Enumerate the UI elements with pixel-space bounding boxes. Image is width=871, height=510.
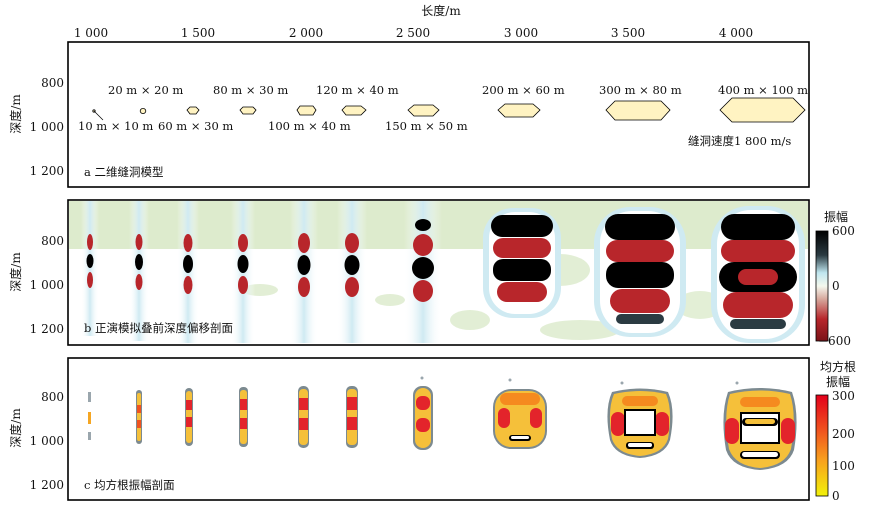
reflection-column bbox=[337, 201, 367, 343]
cave-label: 120 m × 40 m bbox=[316, 83, 399, 97]
y-axis-title-a: 深度/m bbox=[8, 94, 23, 134]
cave-150x50 bbox=[407, 104, 440, 117]
rms-anomaly bbox=[88, 392, 91, 440]
panel-b-frame bbox=[67, 199, 810, 346]
reflection-column bbox=[290, 201, 318, 343]
reflection-column bbox=[177, 201, 199, 343]
reflection-column bbox=[231, 201, 255, 343]
large-cave-reflection-200x60 bbox=[483, 208, 561, 318]
cave-label: 200 m × 60 m bbox=[482, 83, 565, 97]
colorbar-c bbox=[815, 394, 829, 497]
x-tick-label: 4 000 bbox=[719, 26, 753, 40]
cave-label: 60 m × 30 m bbox=[158, 119, 233, 133]
x-tick-label: 2 000 bbox=[289, 26, 323, 40]
colorbar-c-tick: 300 bbox=[832, 389, 855, 403]
colorbar-c-title-line1: 均方根 bbox=[820, 359, 856, 374]
cave-200x60 bbox=[497, 103, 541, 118]
x-tick-label: 3 500 bbox=[611, 26, 645, 40]
panel-a-caption: a 二维缝洞模型 bbox=[84, 165, 164, 179]
rms-anomaly bbox=[239, 387, 248, 447]
colorbar-c-tick: 0 bbox=[832, 489, 840, 503]
cave-20x20 bbox=[139, 108, 147, 115]
panel-b: 深度/m 800 1 000 1 200 b 正演模拟叠前深度偏移剖面 振幅 6… bbox=[8, 199, 855, 348]
cave-80x30 bbox=[239, 106, 257, 115]
small-cave-reflections bbox=[81, 201, 442, 343]
panel-c: 深度/m 800 1 000 1 200 bbox=[8, 357, 856, 503]
rms-anomaly bbox=[346, 386, 358, 448]
y-tick-b-1000: 1 000 bbox=[30, 278, 64, 292]
reflection-column bbox=[404, 201, 442, 343]
cave-300x80 bbox=[605, 100, 671, 121]
cave-label: 100 m × 40 m bbox=[268, 119, 351, 133]
large-cave-reflection-400x100 bbox=[711, 206, 805, 343]
y-tick-a-800: 800 bbox=[41, 76, 64, 90]
colorbar-b-tick: −600 bbox=[818, 334, 851, 348]
rms-small-anomalies bbox=[88, 376, 433, 450]
panel-a-frame bbox=[67, 41, 810, 188]
y-tick-b-1200: 1 200 bbox=[30, 322, 64, 336]
colorbar-c-tick: 200 bbox=[832, 427, 855, 441]
cave-120x40 bbox=[341, 105, 367, 116]
cave-label: 300 m × 80 m bbox=[599, 83, 682, 97]
cave-100x40 bbox=[296, 105, 317, 116]
y-tick-c-800: 800 bbox=[41, 390, 64, 404]
x-tick-label: 3 000 bbox=[504, 26, 538, 40]
reflection-column bbox=[81, 201, 99, 336]
colorbar-b-tick: 0 bbox=[832, 279, 840, 293]
x-tick-labels: 1 000 1 500 2 000 2 500 3 000 3 500 4 00… bbox=[74, 26, 753, 40]
rms-anomaly bbox=[413, 376, 433, 450]
colorbar-c-title-line2: 振幅 bbox=[826, 374, 850, 389]
cave-label: 150 m × 50 m bbox=[385, 119, 468, 133]
colorbar-b-tick: 600 bbox=[832, 224, 855, 238]
panel-c-caption: c 均方根振幅剖面 bbox=[84, 478, 175, 492]
y-tick-c-1000: 1 000 bbox=[30, 434, 64, 448]
panel-b-caption: b 正演模拟叠前深度偏移剖面 bbox=[84, 321, 233, 335]
cave-label: 20 m × 20 m bbox=[108, 83, 183, 97]
colorbar-b bbox=[815, 230, 829, 342]
panel-a: 深度/m 800 1 000 1 200 10 m × 10 m 20 m × … bbox=[8, 41, 810, 188]
x-tick-label: 2 500 bbox=[396, 26, 430, 40]
cave-label: 80 m × 30 m bbox=[213, 83, 288, 97]
y-tick-a-1200: 1 200 bbox=[30, 164, 64, 178]
y-tick-c-1200: 1 200 bbox=[30, 478, 64, 492]
x-tick-label: 1 500 bbox=[181, 26, 215, 40]
cave-400x100 bbox=[719, 97, 806, 123]
leader-line-10x10 bbox=[93, 110, 104, 121]
rms-anomaly bbox=[136, 390, 142, 444]
velocity-note: 缝洞速度1 800 m/s bbox=[688, 134, 791, 148]
reflection-column bbox=[129, 201, 149, 341]
rms-anomaly-300x80 bbox=[607, 381, 673, 458]
y-tick-a-1000: 1 000 bbox=[30, 120, 64, 134]
y-axis-title-b: 深度/m bbox=[8, 252, 23, 292]
x-tick-label: 1 000 bbox=[74, 26, 108, 40]
large-cave-reflection-300x80 bbox=[594, 207, 686, 337]
rms-anomaly bbox=[298, 386, 309, 448]
colorbar-b-title: 振幅 bbox=[824, 209, 848, 224]
cave-label: 10 m × 10 m bbox=[78, 119, 153, 133]
rms-anomaly bbox=[185, 388, 193, 446]
rms-anomaly-200x60 bbox=[493, 378, 547, 449]
y-tick-b-800: 800 bbox=[41, 234, 64, 248]
rms-anomaly-400x100 bbox=[723, 381, 797, 470]
cave-60x30 bbox=[186, 106, 200, 115]
y-axis-title-c: 深度/m bbox=[8, 408, 23, 448]
panel-c-frame bbox=[67, 357, 810, 501]
x-axis-title: 长度/m bbox=[421, 3, 461, 18]
cave-label: 400 m × 100 m bbox=[718, 83, 808, 97]
colorbar-c-tick: 100 bbox=[832, 459, 855, 473]
